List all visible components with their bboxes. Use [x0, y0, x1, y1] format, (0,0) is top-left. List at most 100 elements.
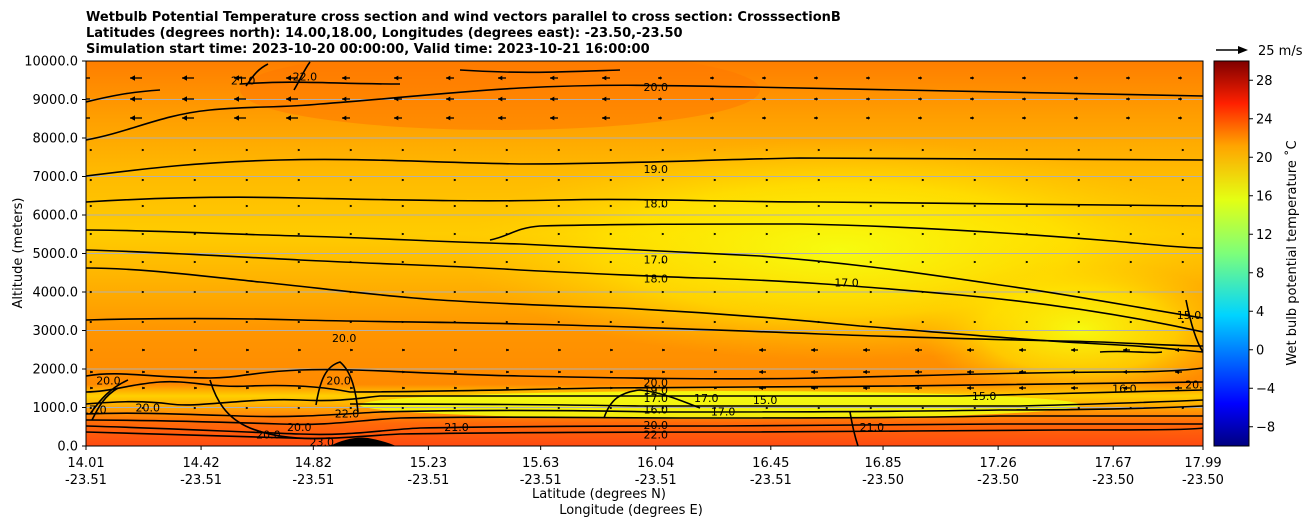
wind-vector-head	[973, 406, 976, 410]
upper-warm-region	[240, 61, 760, 130]
wind-vector-head	[505, 260, 508, 264]
y-axis-ticks: 0.0 1000.0 2000.0 3000.0 4000.0 5000.0 6000.0 7…	[24, 55, 86, 455]
wind-vector-head	[921, 260, 924, 264]
wind-vector-head	[1175, 347, 1179, 353]
wind-vector-head	[193, 406, 196, 410]
wind-vector-head	[394, 75, 399, 81]
wind-vector-head	[453, 260, 456, 264]
colorbar-tick-label: 8	[1256, 266, 1264, 281]
wind-vector-head	[1074, 116, 1077, 120]
wind-vector-head	[402, 348, 405, 352]
contour-label: 21.0	[444, 421, 469, 434]
contour-label: 15.0	[1177, 309, 1202, 322]
y-tick-label: 7000.0	[33, 170, 79, 185]
wind-vector-head	[817, 204, 820, 208]
wind-vector-head	[921, 148, 924, 152]
contour-label: 15.0	[753, 394, 778, 407]
wind-vector-head	[609, 148, 612, 152]
wind-vector-head	[193, 148, 196, 152]
quiver-key-arrowhead	[1238, 46, 1248, 54]
contour-line	[86, 229, 1203, 319]
wind-vector-head	[661, 204, 664, 208]
wind-vector-head	[609, 260, 612, 264]
y-tick-label: 0.0	[57, 440, 78, 455]
wind-vector-head	[401, 204, 404, 208]
wind-vector-head	[765, 178, 768, 182]
contour-line	[849, 411, 859, 446]
wind-vector-head	[713, 148, 716, 152]
wind-vector-head	[817, 406, 820, 410]
contour-label: 20.0	[643, 376, 668, 389]
contour-label: 20.0	[1185, 378, 1210, 391]
wind-vector-head	[506, 348, 509, 352]
wind-vector-head	[402, 386, 405, 390]
wind-vector-head	[550, 96, 555, 102]
wind-vector-head	[817, 178, 820, 182]
wind-vector-head	[194, 370, 197, 374]
colorbar-label: Wet bulb potential temperature ˚C	[1284, 140, 1300, 365]
wind-vector-head	[453, 320, 456, 324]
wind-vector-head	[182, 96, 187, 102]
wind-vector-head	[141, 204, 144, 208]
wind-vector-head	[349, 406, 352, 410]
wind-vector-head	[298, 348, 301, 352]
wind-vector-head	[286, 115, 291, 121]
wind-vector-head	[609, 178, 612, 182]
wind-vector-head	[1025, 178, 1028, 182]
wind-vector-head	[1123, 347, 1127, 353]
wind-vector-head	[141, 232, 144, 236]
wind-vector-head	[765, 232, 768, 236]
wind-vector-head	[297, 320, 300, 324]
x-tick-label-lat: 17.99	[1184, 456, 1221, 471]
wind-vector-head	[506, 386, 509, 390]
wind-vector-head	[765, 204, 768, 208]
y-tick-label: 4000.0	[33, 286, 79, 301]
wind-vector-head	[193, 260, 196, 264]
wind-vectors	[86, 75, 1184, 410]
wind-vector-head	[1074, 97, 1077, 101]
wind-vector-head	[714, 348, 717, 352]
wind-vector-head	[1022, 97, 1025, 101]
x-tick-label-lon: -23.51	[65, 473, 107, 488]
wind-vector-head	[402, 370, 405, 374]
wind-vector-head	[713, 204, 716, 208]
wind-vector-head	[194, 348, 197, 352]
wind-vector-head	[863, 369, 867, 375]
wind-vector-head	[918, 97, 921, 101]
wind-vector-head	[765, 148, 768, 152]
wind-vector-head	[915, 369, 919, 375]
wind-vector-head	[869, 260, 872, 264]
low-level-yellow-band	[360, 391, 1080, 419]
wind-vector-head	[349, 260, 352, 264]
wind-vector-head	[713, 178, 716, 182]
wind-vector-head	[661, 320, 664, 324]
colorbar-tick-label: 28	[1256, 74, 1273, 89]
contour-label: 20.0	[332, 332, 357, 345]
wind-vector-head	[1181, 232, 1184, 236]
wind-vector-head	[498, 115, 503, 121]
wind-vector-head	[193, 290, 196, 294]
contour-label: 19.0	[643, 163, 668, 176]
wind-vector-head	[765, 320, 768, 324]
wind-vector-head	[557, 406, 560, 410]
wind-vector-head	[661, 260, 664, 264]
wind-vector-head	[1019, 347, 1023, 353]
wind-vector-head	[453, 290, 456, 294]
wind-vector-head	[349, 290, 352, 294]
wind-vector-head	[609, 320, 612, 324]
wind-vector-head	[246, 370, 249, 374]
wind-vector-head	[661, 406, 664, 410]
wind-vector-head	[921, 232, 924, 236]
x-tick-label-lon: -23.51	[292, 473, 334, 488]
wind-vector-head	[446, 75, 451, 81]
colorbar-tick-label: 24	[1256, 112, 1273, 127]
y-tick-label: 9000.0	[33, 93, 79, 108]
wind-vector-head	[967, 369, 971, 375]
wind-vector-head	[765, 290, 768, 294]
wind-vector-head	[1126, 76, 1129, 80]
colorbar	[1213, 60, 1250, 447]
plot-area: 20.0 21.0 22.0 19.0 18.0 17.0 18.0 17.0 15.0 20.0…	[86, 61, 1210, 446]
wind-vector-head	[759, 385, 763, 391]
wind-vector-head	[557, 148, 560, 152]
wind-vector-head	[817, 260, 820, 264]
